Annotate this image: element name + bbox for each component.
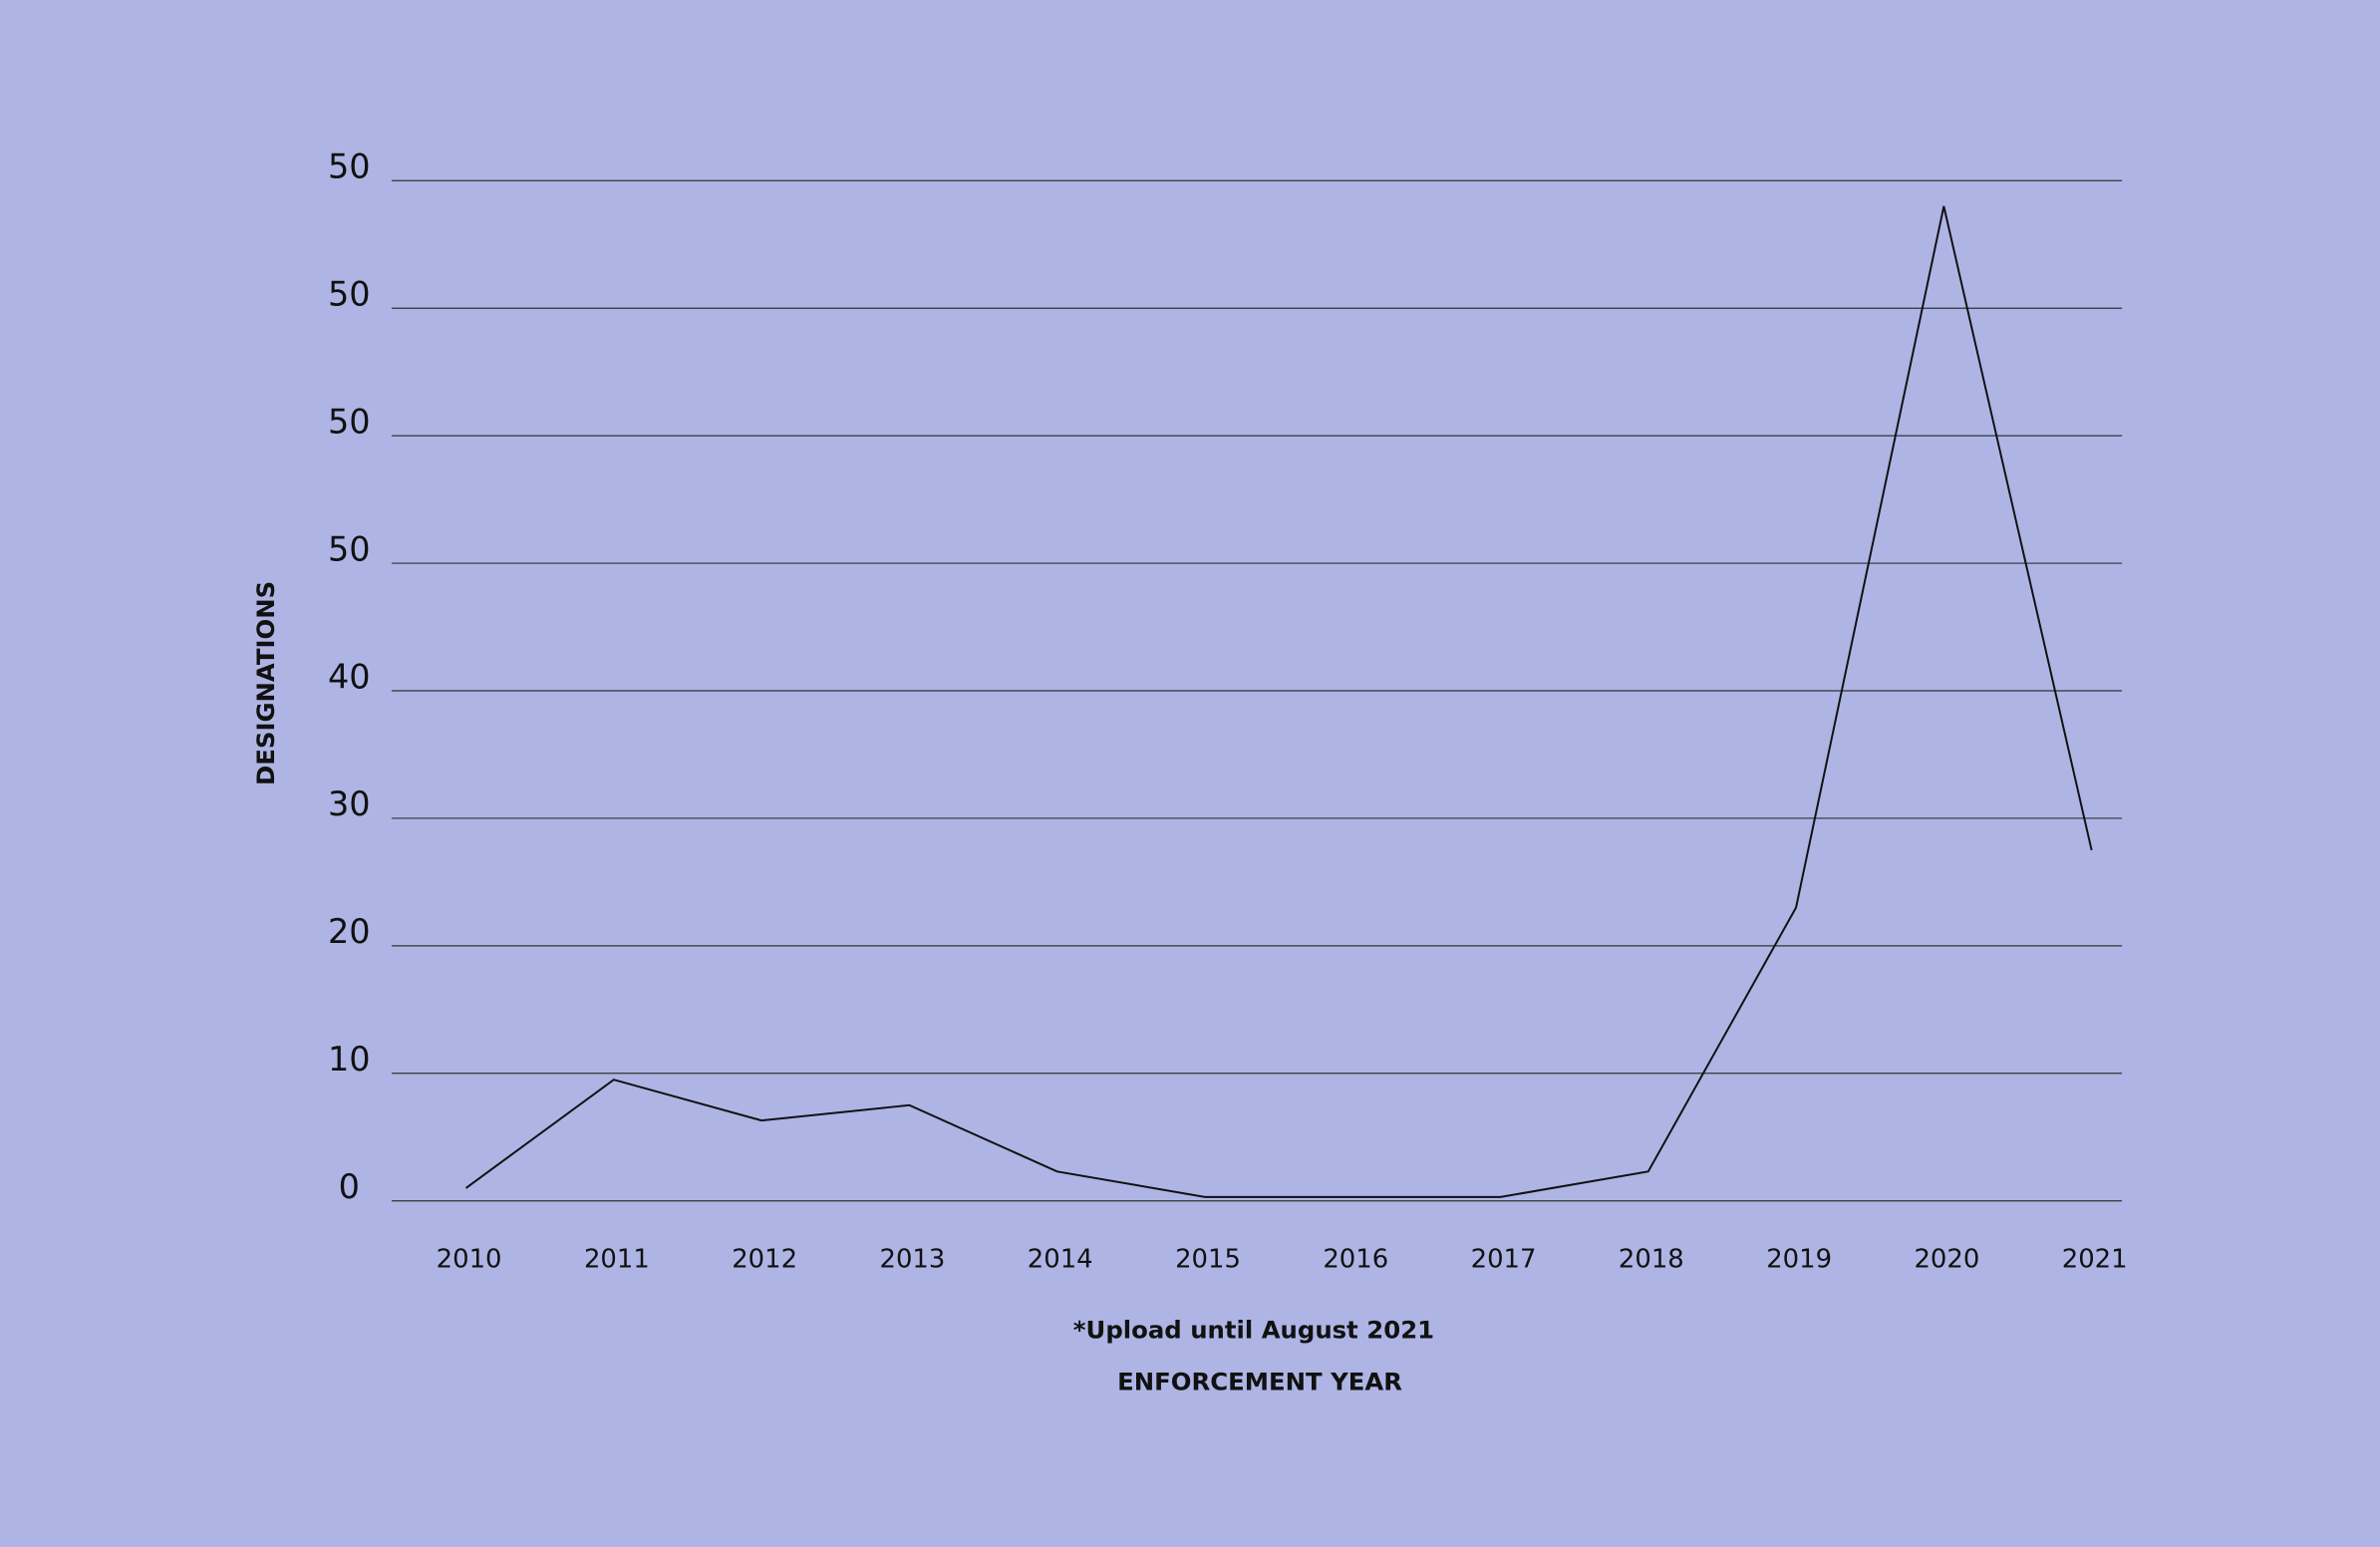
x-tick-label: 2015 [1175,1245,1241,1275]
x-axis-title: ENFORCEMENT YEAR [1117,1367,1402,1395]
y-tick-label: 10 [328,1040,371,1079]
y-tick-label: 50 [328,275,371,314]
x-tick-label: 2012 [732,1245,797,1275]
x-tick-label: 2018 [1619,1245,1684,1275]
x-tick-label: 2016 [1323,1245,1388,1275]
y-tick-label: 20 [328,912,371,951]
x-tick-label: 2020 [1914,1245,1979,1275]
y-tick-label: 0 [339,1167,360,1206]
x-tick-label: 2021 [2062,1245,2128,1275]
y-tick-label: 50 [328,402,371,441]
y-tick-label: 50 [328,148,371,186]
x-tick-label: 2011 [584,1245,650,1275]
y-tick-label: 50 [328,529,371,568]
x-tick-label: 2013 [880,1245,946,1275]
y-tick-label: 40 [328,657,371,696]
x-tick-label: 2010 [437,1245,502,1275]
y-tick-label: 30 [328,784,371,823]
x-tick-label: 2017 [1471,1245,1537,1275]
note: *Upload until August 2021 [1073,1316,1434,1345]
x-tick-label: 2019 [1766,1245,1832,1275]
x-tick-label: 2014 [1028,1245,1093,1275]
data-line [464,205,2093,1198]
y-axis-title: DESIGNATIONS [251,581,280,785]
